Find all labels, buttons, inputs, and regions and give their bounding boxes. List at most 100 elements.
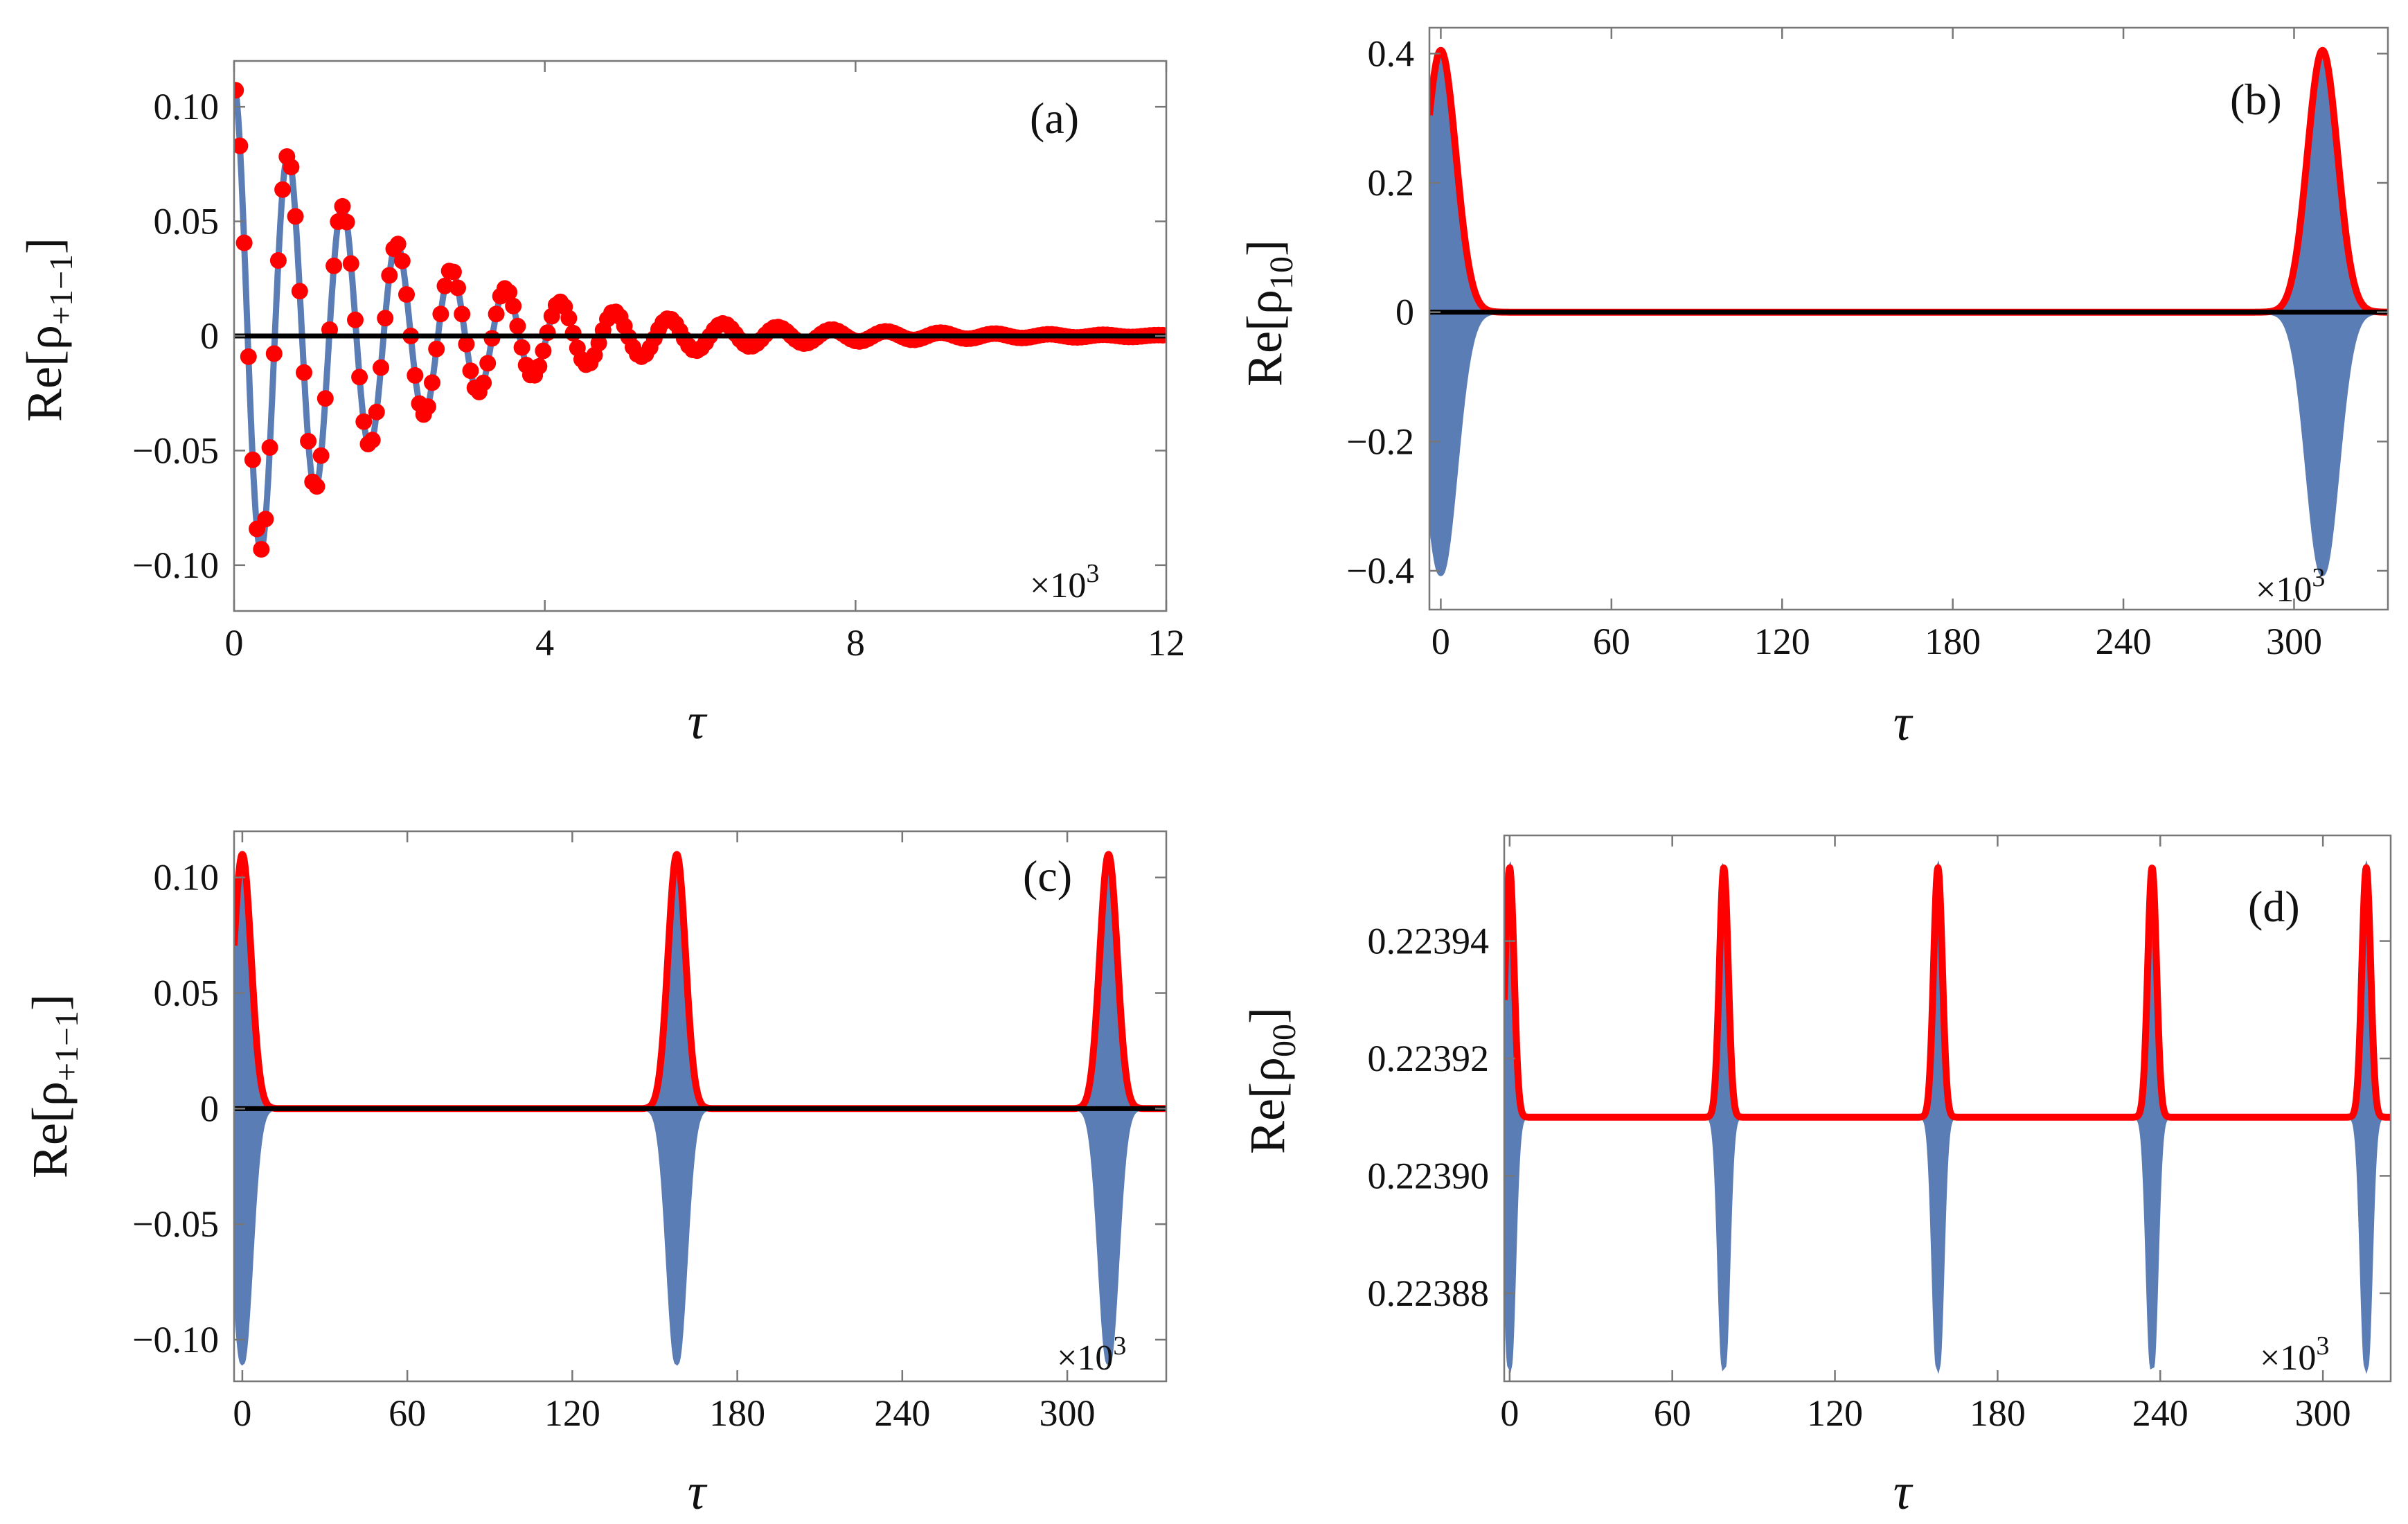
panel-a-analytic-dot bbox=[261, 439, 278, 456]
panel-b-xtick-label: 120 bbox=[1754, 621, 1810, 662]
panel-a-analytic-dot bbox=[377, 310, 394, 327]
panel-b-plot-area: 0 60 120 180 240 300 0.4 0.2 0 −0.2 −0.4 bbox=[1346, 26, 2389, 662]
panel-d-xtick-label: 120 bbox=[1807, 1392, 1863, 1434]
panel-a-analytic-dot bbox=[364, 432, 381, 449]
panel-a-xtick-label: 8 bbox=[846, 622, 865, 664]
panel-c-frame bbox=[233, 830, 1168, 1383]
panel-b-ylabel: Re[ρ10] bbox=[1237, 240, 1300, 387]
panel-a-analytic-dot bbox=[368, 403, 385, 420]
panel-a-analytic-dot bbox=[432, 305, 449, 323]
panel-b-ytick-label: −0.4 bbox=[1346, 550, 1414, 592]
panel-a-analytic-dot bbox=[269, 252, 287, 269]
panel-d-ytick-label: 0.22390 bbox=[1368, 1155, 1490, 1196]
panel-a-analytic-dot bbox=[564, 324, 582, 342]
panel-c-ylabel: Re[ρ+1−1] bbox=[22, 994, 85, 1178]
panel-c-xtick-label: 0 bbox=[233, 1392, 251, 1434]
panel-a-analytic-dot bbox=[257, 511, 274, 528]
panel-a-xtick-label: 12 bbox=[1148, 622, 1185, 664]
panel-c-plot-area: 0 60 120 180 240 300 0.10 0.05 0 −0.05 −0.10 bbox=[132, 830, 1168, 1434]
panel-b-xtick-label: 240 bbox=[2096, 621, 2152, 662]
panel-a-analytic-dot bbox=[530, 357, 548, 375]
panel-a-analytic-dot bbox=[235, 234, 253, 251]
panel-a-analytic-dot bbox=[312, 447, 330, 464]
panel-c-ytick-label: −0.10 bbox=[132, 1319, 219, 1361]
panel-a-analytic-dot bbox=[501, 283, 518, 301]
panel-a-series bbox=[234, 82, 1166, 558]
panel-b-label: (b) bbox=[2230, 75, 2282, 124]
panel-d-xtick-label: 300 bbox=[2295, 1392, 2351, 1434]
panel-b-ytick-label: −0.2 bbox=[1346, 420, 1414, 462]
panel-d-xlabel: τ bbox=[1893, 1464, 1914, 1521]
panel-c-ytick-label: 0 bbox=[200, 1088, 219, 1129]
panel-a-analytic-dot bbox=[355, 413, 373, 430]
panel-a-ytick-label: −0.10 bbox=[132, 544, 219, 586]
panel-c-series bbox=[234, 851, 1166, 1366]
panel-b-xtick-label: 300 bbox=[2266, 621, 2322, 662]
panel-b-frame bbox=[1428, 26, 2389, 611]
panel-a-analytic-dot bbox=[449, 279, 466, 296]
panel-b-ytick-label: 0.2 bbox=[1368, 162, 1415, 204]
panel-a-analytic-dot bbox=[325, 257, 343, 274]
panel-a-xtick-label: 4 bbox=[535, 622, 554, 664]
panel-c-xtick-label: 240 bbox=[874, 1392, 930, 1434]
panel-a-analytic-dot bbox=[234, 137, 249, 154]
panel-a-analytic-dot bbox=[424, 374, 440, 391]
panel-a-analytic-dot bbox=[244, 451, 261, 468]
panel-b-axes: 0 60 120 180 240 300 0.4 0.2 0 −0.2 −0.4 bbox=[1346, 26, 2389, 662]
panel-b-series bbox=[1429, 46, 2388, 576]
panel-a-analytic-dot bbox=[265, 345, 283, 362]
panel-d-xtick-label: 0 bbox=[1500, 1392, 1519, 1434]
panel-c-ytick-label: 0.10 bbox=[154, 857, 220, 898]
panel-d-plot-area: 0 60 120 180 240 300 0.22394 0.22392 0.22390 0.22… bbox=[1368, 834, 2392, 1434]
panel-a-analytic-dot bbox=[334, 197, 351, 215]
panel-c-xtick-label: 120 bbox=[544, 1392, 600, 1434]
panel-a-ytick-label: 0.05 bbox=[154, 201, 220, 242]
panel-a-analytic-dot bbox=[462, 362, 479, 380]
panel-c-ytick-label: −0.05 bbox=[132, 1203, 219, 1245]
panel-c: Re[ρ+1−1] τ 0 60 120 180 240 300 0.10 0.05 0 −0.0… bbox=[22, 830, 1168, 1521]
panel-b-xtick-label: 0 bbox=[1432, 621, 1450, 662]
panel-a-analytic-dot bbox=[539, 324, 556, 342]
panel-d-xtick-label: 60 bbox=[1654, 1392, 1691, 1434]
panel-c-xtick-label: 300 bbox=[1040, 1392, 1096, 1434]
panel-a-analytic-dot bbox=[428, 340, 445, 357]
panel-a-analytic-dot bbox=[381, 267, 398, 284]
panel-a-analytic-dot bbox=[300, 432, 317, 450]
panel-b-xtick-label: 60 bbox=[1593, 621, 1630, 662]
panel-c-scale-label: ×103 bbox=[1057, 1331, 1126, 1378]
panel-a-ytick-label: 0 bbox=[200, 315, 219, 357]
panel-d-ytick-label: 0.22394 bbox=[1368, 921, 1490, 962]
panel-d-ytick-label: 0.22388 bbox=[1368, 1273, 1490, 1314]
panel-a-analytic-dot bbox=[347, 311, 364, 328]
panel-d-envelope bbox=[1504, 864, 2391, 1121]
panel-c-label: (c) bbox=[1023, 851, 1072, 901]
panel-d-xtick-label: 240 bbox=[2132, 1392, 2188, 1434]
panel-c-axes: 0 60 120 180 240 300 0.10 0.05 0 −0.05 −0.10 bbox=[132, 830, 1168, 1434]
panel-a-analytic-dot bbox=[458, 335, 475, 353]
panel-b-ytick-label: 0.4 bbox=[1368, 33, 1415, 74]
panel-a-analytic-dot bbox=[535, 342, 552, 360]
panel-a-ytick-label: 0.10 bbox=[154, 86, 220, 127]
panel-a-analytic-dot bbox=[407, 366, 424, 384]
panel-a-label: (a) bbox=[1030, 94, 1079, 143]
panel-c-xtick-label: 180 bbox=[709, 1392, 765, 1434]
panel-a-analytic-dot bbox=[436, 277, 454, 294]
panel-d-label: (d) bbox=[2248, 882, 2300, 931]
panel-d-axes: 0 60 120 180 240 300 0.22394 0.22392 0.22390 0.22… bbox=[1368, 834, 2392, 1434]
panel-b-xlabel: τ bbox=[1893, 695, 1914, 752]
panel-d: Re[ρ00] τ 0 60 120 180 240 3000.223940.223920… bbox=[1240, 834, 2392, 1521]
panel-a-analytic-dot bbox=[445, 263, 462, 281]
panel-d-series bbox=[1504, 860, 2391, 1374]
panel-a-numeric-line bbox=[234, 82, 1166, 553]
panel-a-analytic-dot bbox=[393, 252, 411, 269]
panel-a-analytic-dot bbox=[240, 348, 257, 365]
panel-d-frame bbox=[1503, 834, 2392, 1383]
panel-c-xlabel: τ bbox=[688, 1464, 708, 1521]
panel-a-analytic-dot bbox=[454, 305, 471, 323]
panel-a-plot-area: 0 4 8 12 0.10 0.05 0 −0.05 −0.10 bbox=[132, 60, 1185, 664]
panel-b-scale-label: ×103 bbox=[2256, 563, 2325, 610]
panel-a-analytic-dot bbox=[253, 541, 270, 558]
panel-a-analytic-dot bbox=[338, 213, 355, 231]
panel-a-analytic-dot bbox=[509, 317, 526, 335]
